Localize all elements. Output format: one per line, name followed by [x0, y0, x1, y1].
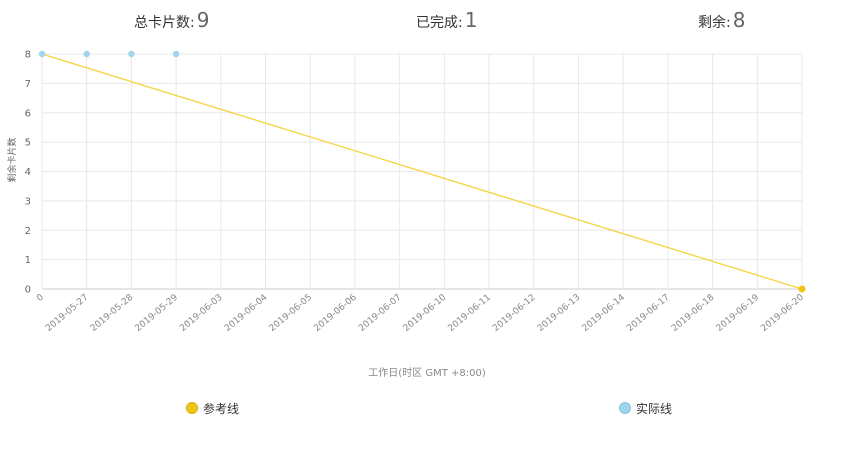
x-tick-label: 2019-06-19 [715, 292, 762, 333]
actual-line-point [83, 50, 90, 58]
x-tick-label: 2019-06-04 [223, 292, 270, 333]
x-tick-label: 0 [35, 292, 46, 304]
y-tick-label: 2 [25, 226, 31, 237]
y-axis-label: 剩余卡片数 [6, 137, 18, 182]
x-tick-label: 2019-05-27 [44, 293, 91, 334]
completed-label: 已完成: [416, 15, 463, 31]
y-tick-label: 4 [25, 167, 31, 178]
x-tick-label: 2019-06-10 [402, 292, 449, 333]
y-tick-label: 1 [25, 255, 31, 266]
total-cards-label: 总卡片数: [134, 15, 195, 31]
x-tick-label: 2019-06-18 [670, 292, 717, 333]
x-tick-label: 2019-06-05 [268, 293, 315, 334]
x-tick-label: 2019-06-14 [581, 292, 628, 333]
total-cards-stat: 总卡片数: 9 [134, 8, 209, 32]
x-tick-label: 2019-05-29 [134, 292, 181, 333]
y-tick-label: 7 [25, 79, 31, 90]
completed-value: 1 [464, 8, 478, 32]
actual-line-point [128, 50, 135, 58]
y-tick-label: 5 [25, 138, 31, 149]
x-tick-label: 2019-06-07 [357, 293, 404, 334]
x-tick-label: 2019-06-13 [536, 293, 583, 334]
actual-line-point [38, 50, 46, 58]
y-tick-label: 0 [25, 285, 31, 296]
reference-line [41, 53, 803, 290]
x-tick-label: 2019-06-06 [312, 292, 359, 333]
actual-line-point [172, 50, 180, 58]
completed-stat: 已完成: 1 [416, 8, 477, 32]
y-tick-label: 3 [25, 196, 31, 207]
y-tick-label: 8 [25, 50, 31, 61]
reference-line-point [798, 285, 806, 293]
x-tick-label: 2019-05-28 [89, 292, 136, 333]
x-tick-label: 2019-06-20 [759, 292, 806, 333]
reference-legend-label: 参考线 [203, 401, 240, 416]
y-tick-label: 6 [25, 108, 31, 119]
actual-legend-marker [619, 402, 631, 414]
x-tick-label: 2019-06-11 [446, 293, 493, 334]
x-tick-label: 2019-06-03 [178, 293, 225, 334]
x-tick-label: 2019-06-17 [625, 293, 672, 334]
x-axis-label: 工作日(时区 GMT +8:00) [368, 367, 486, 379]
x-tick-label: 2019-06-12 [491, 293, 538, 334]
reference-legend-marker [186, 402, 198, 414]
remaining-label: 剩余: [698, 15, 731, 31]
stats-bar: 总卡片数: 9 已完成: 1 剩余: 8 [0, 8, 851, 32]
legend-item-reference[interactable]: 参考线 [186, 398, 239, 418]
remaining-value: 8 [732, 8, 746, 32]
total-cards-value: 9 [196, 8, 210, 32]
remaining-stat: 剩余: 8 [698, 8, 745, 32]
legend-item-actual[interactable]: 实际线 [619, 398, 672, 418]
actual-legend-label: 实际线 [636, 401, 673, 416]
